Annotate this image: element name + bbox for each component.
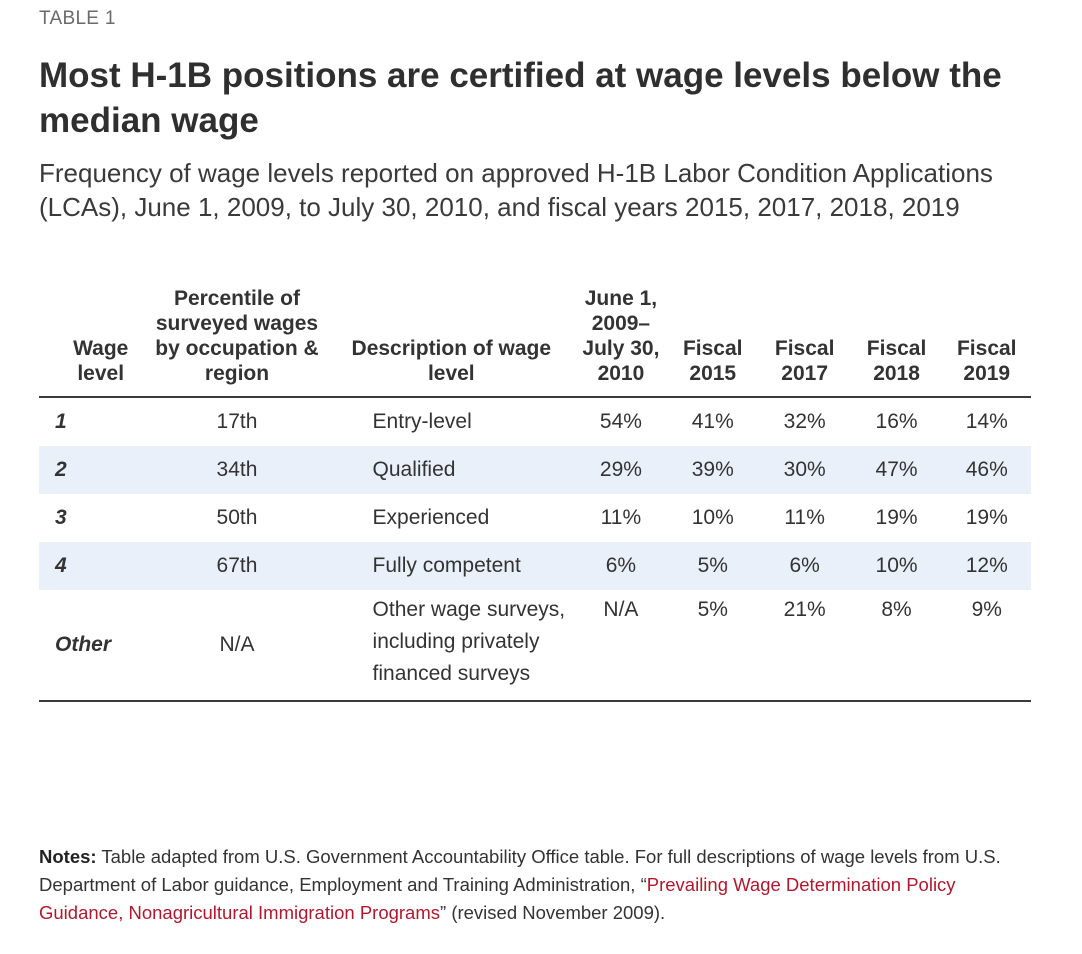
table-row: 1 17th Entry-level 54% 41% 32% 16% 14% xyxy=(39,397,1031,446)
cell-fiscal-2015: 5% xyxy=(666,542,759,590)
cell-fiscal-2017: 30% xyxy=(758,446,851,494)
col-header-fiscal-2019: Fiscal 2019 xyxy=(956,337,1017,385)
cell-percentile: 17th xyxy=(216,410,258,433)
table-eyebrow: TABLE 1 xyxy=(39,8,116,29)
col-header-fiscal-2018: Fiscal 2018 xyxy=(866,337,927,385)
cell-fiscal-2019: 19% xyxy=(965,506,1008,529)
cell-percentile: N/A xyxy=(219,633,255,656)
table-row: Other N/A Other wage surveys, including … xyxy=(39,590,1031,701)
table-title: Most H-1B positions are certified at wag… xyxy=(39,56,1002,140)
table-row: 4 67th Fully competent 6% 5% 6% 10% 12% xyxy=(39,542,1031,590)
cell-fiscal-2015: 39% xyxy=(666,446,759,494)
cell-description: Experienced xyxy=(372,506,490,529)
cell-fiscal-2018: 16% xyxy=(875,410,918,433)
cell-fiscal-2018: 10% xyxy=(850,542,943,590)
notes-text: Table adapted from U.S. Government Accou… xyxy=(39,846,1001,895)
notes-text-end: ” (revised November 2009). xyxy=(440,902,666,923)
cell-fiscal-2019: 14% xyxy=(965,410,1008,433)
table-row: 2 34th Qualified 29% 39% 30% 47% 46% xyxy=(39,446,1031,494)
table-header-row: Wage level Percentile of surveyed wages … xyxy=(39,286,1031,397)
col-header-fiscal-2015: Fiscal 2015 xyxy=(682,337,743,385)
table-subtitle: Frequency of wage levels reported on app… xyxy=(39,158,993,222)
cell-percentile: 67th xyxy=(146,542,328,590)
cell-jun2009-jul2010: 54% xyxy=(599,410,642,433)
cell-jun2009-jul2010: N/A xyxy=(603,598,639,621)
cell-description: Qualified xyxy=(327,446,576,494)
cell-description: Other wage surveys, including privately … xyxy=(372,598,566,685)
cell-description: Entry-level xyxy=(372,410,472,433)
cell-level: 3 xyxy=(55,506,67,529)
cell-level: 4 xyxy=(39,542,147,590)
cell-fiscal-2018: 47% xyxy=(850,446,943,494)
cell-percentile: 50th xyxy=(216,506,258,529)
cell-fiscal-2019: 12% xyxy=(942,542,1031,590)
cell-jun2009-jul2010: 6% xyxy=(575,542,667,590)
col-header-description: Description of wage level xyxy=(351,337,552,385)
cell-fiscal-2019: 9% xyxy=(971,598,1002,621)
cell-level: 1 xyxy=(55,410,67,433)
cell-fiscal-2017: 32% xyxy=(783,410,826,433)
cell-jun2009-jul2010: 11% xyxy=(600,506,642,529)
col-header-jun2009-jul2010: June 1, 2009– July 30, 2010 xyxy=(582,287,660,385)
cell-percentile: 34th xyxy=(146,446,328,494)
cell-fiscal-2018: 19% xyxy=(875,506,918,529)
cell-fiscal-2017: 11% xyxy=(784,506,825,529)
cell-fiscal-2015: 41% xyxy=(691,410,734,433)
col-header-fiscal-2017: Fiscal 2017 xyxy=(774,337,835,385)
table-row: 3 50th Experienced 11% 10% 11% 19% 19% xyxy=(39,494,1031,542)
cell-fiscal-2017: 6% xyxy=(758,542,851,590)
notes-source-link[interactable]: Prevailing Wage Determination Policy Gui… xyxy=(39,874,956,923)
notes-label: Notes: xyxy=(39,846,97,867)
cell-level: 2 xyxy=(39,446,147,494)
cell-fiscal-2018: 8% xyxy=(881,598,912,621)
col-header-percentile: Percentile of surveyed wages by occupati… xyxy=(155,287,319,385)
cell-fiscal-2015: 5% xyxy=(697,598,728,621)
table-notes: Notes: Table adapted from U.S. Governmen… xyxy=(39,843,1029,927)
cell-description: Fully competent xyxy=(327,542,576,590)
cell-fiscal-2017: 21% xyxy=(783,598,826,621)
cell-jun2009-jul2010: 29% xyxy=(575,446,667,494)
cell-level: Other xyxy=(55,633,112,656)
cell-fiscal-2019: 46% xyxy=(942,446,1031,494)
cell-fiscal-2015: 10% xyxy=(691,506,734,529)
col-header-wage-level: Wage level xyxy=(73,337,129,385)
wage-level-table: Wage level Percentile of surveyed wages … xyxy=(39,286,1031,702)
